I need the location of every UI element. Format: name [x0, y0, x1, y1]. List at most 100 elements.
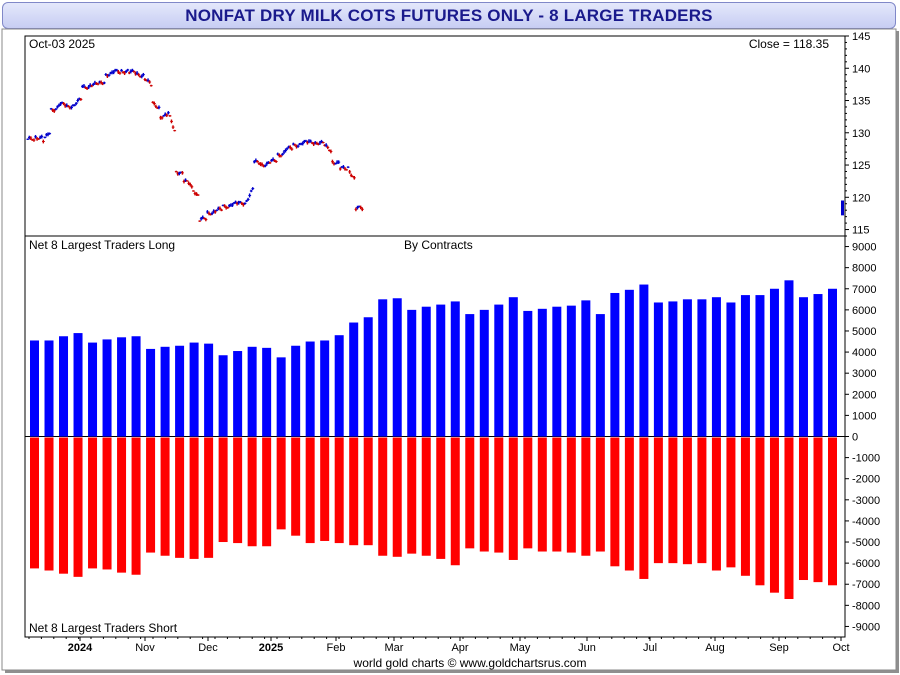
- short-bar: [465, 437, 475, 549]
- x-tick-label: Aug: [705, 642, 725, 654]
- short-bar: [566, 437, 576, 553]
- long-bar: [189, 342, 199, 437]
- traders-tick-label: 0: [852, 432, 858, 444]
- price-tick-label: 135: [852, 96, 870, 108]
- long-bar: [175, 345, 185, 437]
- short-bar: [407, 437, 417, 554]
- short-bar: [73, 437, 83, 577]
- long-bar: [653, 302, 663, 437]
- long-bar: [378, 299, 388, 437]
- long-bar: [639, 284, 649, 437]
- short-bar: [537, 437, 547, 552]
- x-tick-label: Dec: [198, 642, 218, 654]
- long-bar: [334, 335, 344, 437]
- short-bar: [392, 437, 402, 557]
- long-bar: [595, 314, 605, 437]
- short-bar: [30, 437, 39, 569]
- short-bar: [160, 437, 170, 556]
- short-bar: [697, 437, 707, 564]
- long-bar: [233, 351, 243, 437]
- long-bar: [508, 297, 518, 437]
- title-bar: NONFAT DRY MILK COTS FUTURES ONLY - 8 LA…: [2, 2, 896, 29]
- long-bar: [784, 280, 794, 437]
- short-bar: [378, 437, 388, 556]
- long-bar: [769, 288, 779, 437]
- price-tick-label: 115: [852, 225, 870, 237]
- long-bar: [349, 322, 359, 437]
- x-tick-label: May: [510, 642, 531, 654]
- traders-tick-label: -2000: [852, 474, 880, 486]
- traders-tick-label: 4000: [852, 347, 876, 359]
- long-bar: [711, 297, 721, 437]
- short-bar: [117, 437, 127, 573]
- close-label: Close = 118.35: [749, 37, 829, 51]
- long-bar: [262, 347, 272, 437]
- short-bar: [102, 437, 112, 570]
- long-bar: [276, 357, 286, 437]
- short-bar: [653, 437, 663, 564]
- long-bar: [523, 310, 533, 437]
- short-bar: [769, 437, 779, 593]
- traders-tick-label: 3000: [852, 368, 876, 380]
- long-bar: [102, 339, 112, 437]
- price-tick-label: 120: [852, 192, 870, 204]
- short-bar: [508, 437, 518, 560]
- long-bar: [73, 333, 83, 437]
- price-date-label: Oct-03 2025: [29, 37, 95, 51]
- long-bar: [363, 317, 373, 437]
- long-bar: [450, 301, 460, 437]
- short-bar: [276, 437, 286, 530]
- short-bar: [494, 437, 504, 553]
- long-bar: [566, 305, 576, 437]
- price-tick-label: 145: [852, 31, 870, 43]
- short-bar: [131, 437, 141, 575]
- long-bar: [160, 346, 170, 437]
- traders-tick-label: -6000: [852, 558, 880, 570]
- short-bar: [755, 437, 765, 586]
- short-bar: [450, 437, 460, 566]
- long-bar: [320, 340, 330, 437]
- short-bar: [349, 437, 359, 546]
- short-bar: [44, 437, 54, 571]
- price-panel: [24, 35, 846, 237]
- traders-tick-label: 6000: [852, 305, 876, 317]
- short-bar: [682, 437, 692, 565]
- traders-tick-label: 5000: [852, 326, 876, 338]
- long-bar: [798, 297, 808, 437]
- short-bar: [305, 437, 315, 544]
- x-tick-label: 2025: [259, 642, 283, 654]
- x-tick-label: Oct: [832, 642, 849, 654]
- by-contracts-label: By Contracts: [404, 238, 473, 252]
- short-bar: [624, 437, 634, 571]
- long-bar: [421, 306, 431, 437]
- long-bar: [494, 304, 504, 437]
- long-bar: [668, 301, 678, 437]
- long-bar: [581, 300, 591, 437]
- short-bar: [595, 437, 605, 552]
- long-bar: [218, 355, 228, 437]
- short-bar: [334, 437, 344, 544]
- footer-credit: world gold charts © www.goldchartsrus.co…: [353, 656, 587, 670]
- traders-tick-label: -5000: [852, 537, 880, 549]
- long-bar: [204, 343, 214, 437]
- x-tick-label: Mar: [385, 642, 404, 654]
- price-tick-label: 130: [852, 128, 870, 140]
- short-bar: [204, 437, 214, 558]
- traders-tick-label: -4000: [852, 516, 880, 528]
- long-bar: [813, 294, 823, 437]
- short-bar: [247, 437, 257, 547]
- short-bar: [581, 437, 591, 556]
- short-bar: [740, 437, 750, 576]
- traders-tick-label: 7000: [852, 284, 876, 296]
- long-bar: [305, 341, 315, 437]
- long-bar: [624, 289, 634, 437]
- short-bar: [668, 437, 678, 564]
- last-price-bar: [841, 200, 844, 216]
- short-bar: [88, 437, 98, 569]
- long-bar: [537, 308, 547, 437]
- long-bar: [117, 337, 127, 437]
- long-bar: [131, 336, 141, 437]
- long-bar: [465, 314, 475, 437]
- long-bar: [436, 304, 446, 437]
